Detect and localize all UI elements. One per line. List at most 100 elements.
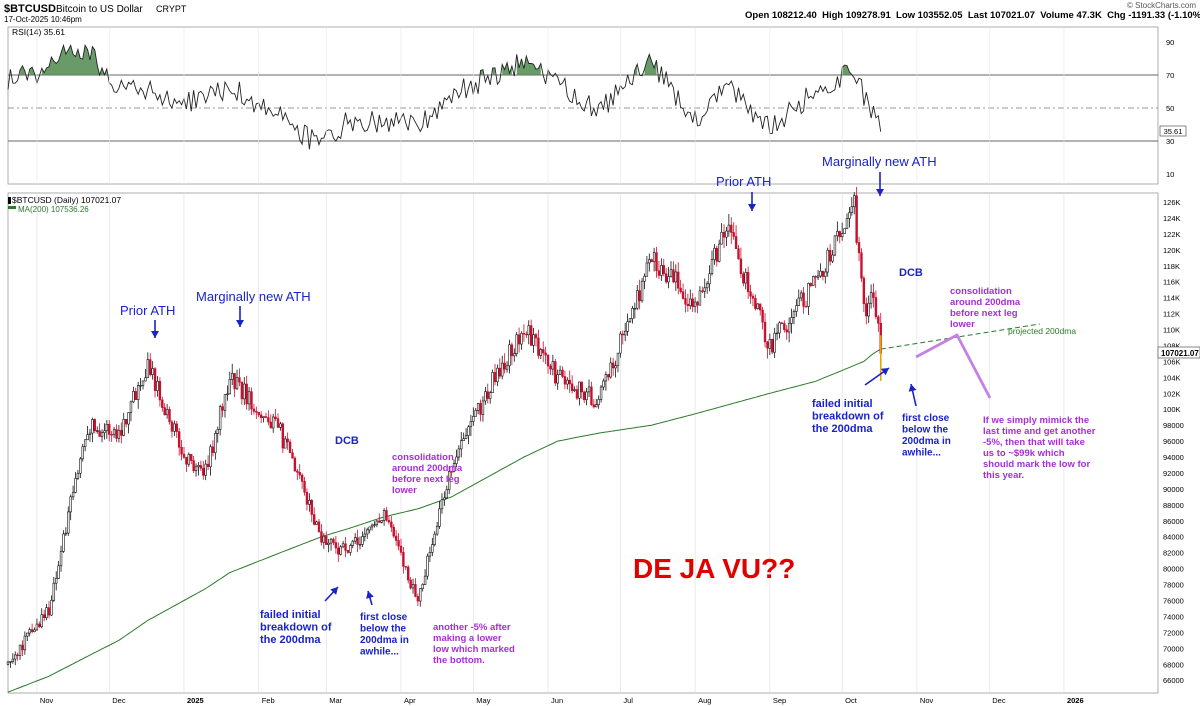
- candle-body: [399, 545, 403, 553]
- arrow-new-ath-2-head: [876, 189, 884, 196]
- rsi-overbought-fill: [516, 54, 541, 75]
- candle-body: [11, 658, 15, 662]
- candle-body: [853, 195, 856, 208]
- candle-body: [592, 404, 596, 408]
- candle-body: [529, 325, 533, 346]
- candle-body: [62, 533, 65, 552]
- chart-exchange: CRYPT: [156, 4, 187, 14]
- candle-body: [351, 540, 354, 546]
- candle-body: [284, 438, 287, 449]
- price-tick-label: 76000: [1163, 597, 1184, 606]
- candle-body: [787, 323, 791, 333]
- candle-body: [209, 446, 212, 468]
- candle-body: [819, 270, 822, 277]
- candle-body: [281, 423, 285, 449]
- x-tick-label: Mar: [329, 696, 342, 705]
- candle-body: [609, 362, 612, 378]
- price-tick-label: 120K: [1163, 246, 1181, 255]
- price-tick-label: 86000: [1163, 517, 1184, 526]
- candle-body: [310, 499, 313, 515]
- candle-body: [575, 389, 579, 399]
- candle-body: [496, 367, 499, 383]
- candle-body: [848, 212, 851, 219]
- candle-body: [370, 524, 374, 528]
- candle-body: [447, 471, 451, 490]
- annotation-first-close-2: awhile...: [902, 448, 941, 459]
- candle-body: [734, 236, 738, 250]
- candle-body: [199, 465, 203, 469]
- candle-body: [667, 276, 670, 283]
- candle-body: [640, 280, 644, 302]
- candle-body: [631, 308, 634, 319]
- candle-body: [698, 290, 702, 306]
- candle-body: [134, 391, 137, 400]
- candle-body: [720, 231, 723, 245]
- candle-body: [867, 302, 870, 317]
- candle-body: [783, 323, 786, 331]
- candle-body: [204, 463, 207, 476]
- candle-body: [385, 510, 388, 521]
- rsi-tick-label: 70: [1166, 71, 1174, 80]
- candle-body: [464, 435, 468, 439]
- candle-body: [730, 224, 733, 233]
- candle-body: [775, 332, 779, 335]
- candle-body: [194, 466, 198, 472]
- price-tick-label: 126K: [1163, 198, 1181, 207]
- candle-body: [250, 391, 253, 410]
- candle-body: [269, 421, 272, 429]
- price-legend-swatch: [8, 197, 11, 204]
- candle-body: [669, 269, 673, 277]
- candle-body: [271, 416, 275, 429]
- candle-body: [527, 325, 530, 336]
- candle-body: [238, 377, 241, 383]
- candle-body: [337, 547, 340, 555]
- candle-body: [845, 218, 849, 229]
- price-panel-frame: [7, 192, 1159, 694]
- candle-body: [404, 566, 407, 568]
- candle-body: [117, 429, 121, 439]
- x-tick-label: Nov: [40, 696, 54, 705]
- price-tick-label: 124K: [1163, 214, 1181, 223]
- candle-body: [655, 252, 658, 272]
- candle-body: [510, 344, 514, 357]
- ohlc-readout: Open 108212.40 High 109278.91 Low 103552…: [745, 10, 1200, 21]
- price-current-label: 107021.07: [1161, 349, 1199, 358]
- rsi-overbought-fill: [480, 69, 483, 75]
- candle-body: [551, 361, 555, 370]
- candle-body: [824, 271, 827, 277]
- candle-body: [298, 471, 301, 476]
- rsi-tick-label: 50: [1166, 104, 1174, 113]
- candle-body: [23, 635, 27, 651]
- candle-body: [616, 352, 620, 366]
- candle-body: [21, 644, 24, 651]
- brand-label: © StockCharts.com: [1127, 1, 1196, 10]
- candle-body: [626, 321, 629, 332]
- rsi-overbought-fill: [41, 45, 107, 75]
- candle-body: [419, 588, 422, 602]
- candle-body: [705, 283, 709, 289]
- candle-body: [751, 295, 755, 299]
- candle-body: [139, 385, 142, 387]
- candle-body: [378, 520, 381, 523]
- candle-body: [146, 359, 150, 379]
- candle-body: [228, 379, 232, 395]
- candle-body: [105, 423, 109, 432]
- candle-body: [223, 394, 227, 411]
- candle-body: [831, 254, 834, 262]
- x-tick-label: 2026: [1067, 696, 1084, 705]
- candle-body: [826, 249, 829, 273]
- annotation-first-close-1: below the: [360, 624, 407, 635]
- candle-body: [443, 497, 446, 501]
- candle-body: [124, 418, 128, 425]
- candle-body: [554, 361, 557, 384]
- annotation-dcb-2: DCB: [899, 267, 923, 279]
- candle-body: [522, 333, 526, 335]
- candle-body: [701, 290, 704, 292]
- candle-body: [67, 511, 70, 534]
- candle-body: [177, 431, 181, 448]
- candle-body: [679, 287, 682, 292]
- candle-body: [766, 341, 769, 349]
- candle-body: [57, 565, 60, 579]
- candle-body: [33, 629, 36, 633]
